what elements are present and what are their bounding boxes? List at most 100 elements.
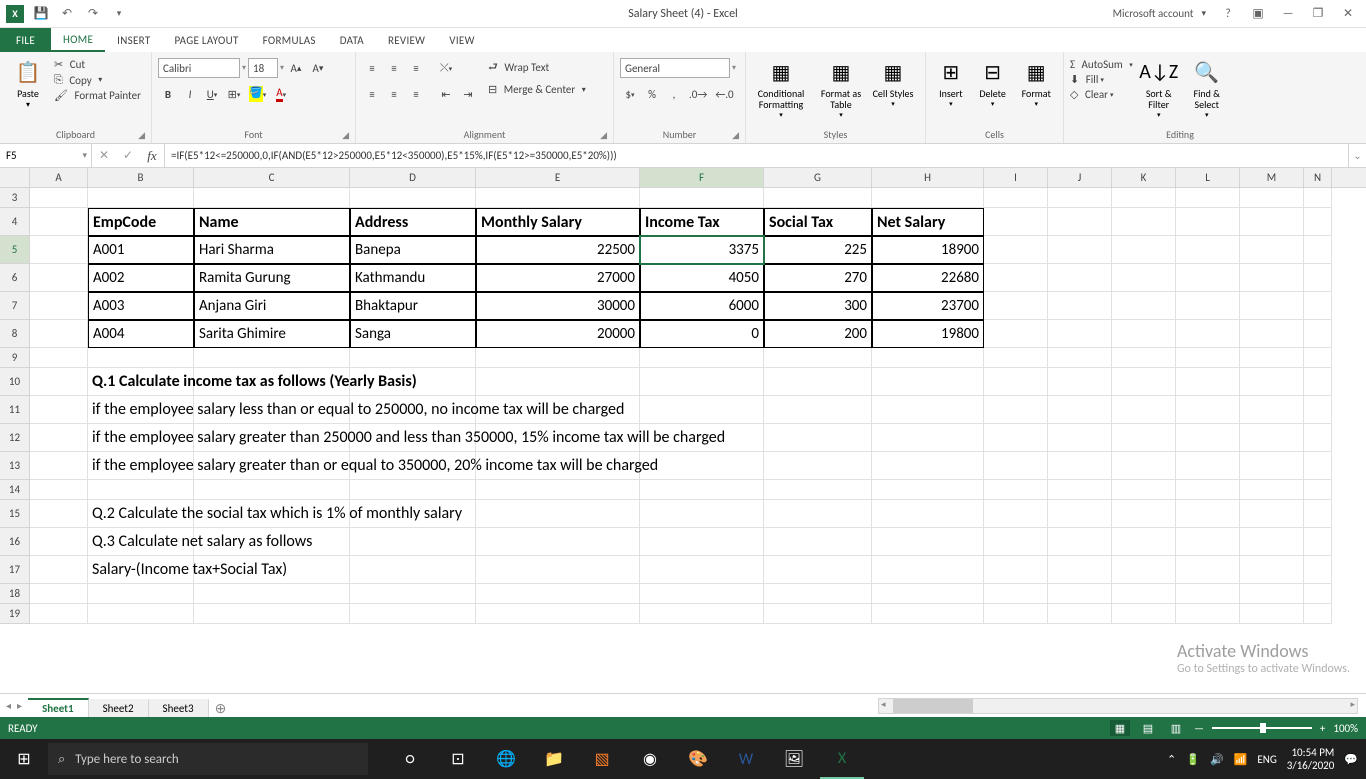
increase-decimal-icon[interactable]: .0→ — [686, 84, 710, 104]
cell[interactable] — [88, 348, 194, 368]
cell[interactable] — [764, 604, 872, 624]
cell[interactable] — [88, 188, 194, 208]
column-header[interactable]: L — [1176, 168, 1240, 187]
cell[interactable] — [88, 604, 194, 624]
dialog-launcher-icon[interactable]: ◢ — [138, 130, 145, 141]
cell[interactable] — [1240, 320, 1304, 348]
row-header[interactable]: 4 — [0, 208, 30, 236]
excel-taskbar-icon[interactable]: X — [820, 739, 864, 779]
cell[interactable] — [1048, 556, 1112, 584]
cell[interactable] — [764, 188, 872, 208]
cell[interactable] — [1240, 480, 1304, 500]
cell[interactable] — [1176, 236, 1240, 264]
volume-icon[interactable]: 🔊 — [1210, 753, 1224, 766]
tab-insert[interactable]: INSERT — [105, 28, 162, 52]
cell[interactable] — [640, 368, 764, 396]
cell[interactable]: Income Tax — [640, 208, 764, 236]
copy-button[interactable]: ⎘ Copy ▾ — [54, 73, 141, 87]
cell[interactable] — [764, 348, 872, 368]
cell[interactable]: Monthly Salary — [476, 208, 640, 236]
cell[interactable]: 22500 — [476, 236, 640, 264]
cell[interactable]: Ramita Gurung — [194, 264, 350, 292]
column-header[interactable]: G — [764, 168, 872, 187]
cell[interactable] — [30, 368, 88, 396]
cell[interactable] — [984, 320, 1048, 348]
cell[interactable] — [476, 604, 640, 624]
select-all-corner[interactable] — [0, 168, 30, 187]
align-middle-icon[interactable]: ≡ — [384, 58, 404, 78]
cell[interactable] — [476, 396, 640, 424]
cell[interactable] — [30, 480, 88, 500]
cell[interactable]: Address — [350, 208, 476, 236]
cell[interactable] — [350, 188, 476, 208]
cell[interactable] — [764, 584, 872, 604]
cell[interactable] — [1176, 208, 1240, 236]
sort-filter-button[interactable]: A↓ZSort & Filter▾ — [1137, 54, 1181, 119]
cell[interactable] — [1048, 480, 1112, 500]
cell[interactable] — [30, 452, 88, 480]
cell[interactable] — [194, 500, 350, 528]
close-icon[interactable]: ✕ — [1334, 3, 1362, 25]
cell[interactable] — [1048, 396, 1112, 424]
cell[interactable] — [640, 480, 764, 500]
cell[interactable] — [30, 396, 88, 424]
bold-button[interactable]: B — [158, 84, 178, 104]
zoom-in-icon[interactable]: + — [1320, 722, 1325, 735]
tab-view[interactable]: VIEW — [437, 28, 486, 52]
cell[interactable] — [350, 368, 476, 396]
cell[interactable] — [30, 236, 88, 264]
cell[interactable] — [1048, 348, 1112, 368]
column-header[interactable]: D — [350, 168, 476, 187]
cell[interactable] — [30, 500, 88, 528]
sheet-nav-next-icon[interactable]: ▸ — [17, 699, 22, 712]
row-header[interactable]: 16 — [0, 528, 30, 556]
cell[interactable] — [1112, 480, 1176, 500]
cell[interactable] — [1240, 264, 1304, 292]
cell[interactable] — [1112, 604, 1176, 624]
xampp-icon[interactable]: ▧ — [580, 739, 624, 779]
cell[interactable] — [1304, 584, 1332, 604]
cell[interactable] — [1112, 208, 1176, 236]
cell[interactable] — [984, 396, 1048, 424]
cell[interactable]: 6000 — [640, 292, 764, 320]
cell[interactable]: Anjana Giri — [194, 292, 350, 320]
expand-formula-bar-icon[interactable]: ⌄ — [1348, 144, 1366, 167]
number-format-combo[interactable]: General — [620, 58, 730, 78]
cell[interactable] — [640, 452, 764, 480]
cell[interactable] — [1176, 188, 1240, 208]
cell[interactable]: A002 — [88, 264, 194, 292]
column-header[interactable]: B — [88, 168, 194, 187]
word-icon[interactable]: W — [724, 739, 768, 779]
cell[interactable] — [1176, 424, 1240, 452]
cell[interactable] — [1240, 556, 1304, 584]
grow-font-icon[interactable]: A▴ — [286, 58, 306, 78]
cell[interactable] — [1048, 604, 1112, 624]
column-header[interactable]: N — [1304, 168, 1332, 187]
zoom-out-icon[interactable]: — — [1194, 722, 1204, 735]
cell[interactable]: A001 — [88, 236, 194, 264]
align-top-icon[interactable]: ≡ — [362, 58, 382, 78]
cell[interactable] — [640, 528, 764, 556]
column-header[interactable]: K — [1112, 168, 1176, 187]
notifications-icon[interactable]: 💬 — [1344, 753, 1358, 766]
border-button[interactable]: ⊞▾ — [224, 84, 244, 104]
row-header[interactable]: 11 — [0, 396, 30, 424]
fx-icon[interactable]: fx — [140, 148, 164, 164]
cell[interactable] — [984, 604, 1048, 624]
cell[interactable]: 270 — [764, 264, 872, 292]
wifi-icon[interactable]: 📶 — [1234, 753, 1248, 766]
undo-icon[interactable]: ↶ — [56, 3, 78, 25]
paste-button[interactable]: 📋 Paste ▾ — [6, 54, 50, 110]
cell[interactable] — [88, 368, 194, 396]
cell[interactable] — [476, 188, 640, 208]
sheet-nav-prev-icon[interactable]: ◂ — [6, 699, 11, 712]
cell[interactable] — [1112, 188, 1176, 208]
cell[interactable]: 0 — [640, 320, 764, 348]
cell[interactable]: 3375 — [640, 236, 764, 264]
cell[interactable] — [640, 500, 764, 528]
cell[interactable]: 18900 — [872, 236, 984, 264]
cell[interactable] — [30, 584, 88, 604]
conditional-formatting-button[interactable]: ▦Conditional Formatting▾ — [752, 54, 810, 119]
cell[interactable] — [1176, 556, 1240, 584]
cell[interactable]: A003 — [88, 292, 194, 320]
